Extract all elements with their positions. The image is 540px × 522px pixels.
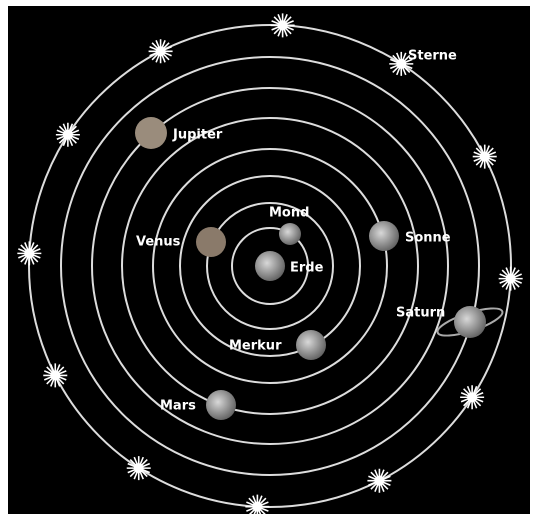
label: Venus: [136, 235, 181, 250]
star: [499, 267, 523, 291]
star: [149, 39, 173, 63]
label: Erde: [290, 261, 324, 276]
diagram: Erde Mond Venus Merkur Sonne Mars Jupite…: [0, 0, 540, 522]
saturn: [454, 306, 486, 338]
moon: [279, 223, 301, 245]
mars: [206, 390, 236, 420]
star: [367, 469, 391, 493]
mercury: [296, 330, 326, 360]
label: Jupiter: [172, 128, 223, 143]
venus: [196, 227, 226, 257]
star: [17, 241, 41, 265]
label: Saturn: [396, 306, 445, 321]
star: [56, 123, 80, 147]
star: [245, 495, 269, 519]
star: [271, 13, 295, 37]
star: [127, 456, 151, 480]
label: Mond: [269, 206, 309, 221]
label: Sonne: [405, 231, 451, 246]
label: Mars: [160, 399, 196, 414]
jupiter: [135, 117, 167, 149]
label: Sterne: [408, 49, 457, 64]
sun: [369, 221, 399, 251]
star: [460, 385, 484, 409]
earth: [255, 251, 285, 281]
star: [43, 363, 67, 387]
label: Merkur: [229, 339, 282, 354]
star: [473, 145, 497, 169]
